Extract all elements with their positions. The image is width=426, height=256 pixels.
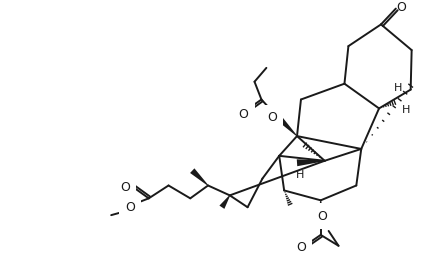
- Text: O: O: [296, 241, 306, 254]
- Polygon shape: [275, 114, 297, 136]
- Text: O: O: [268, 111, 277, 124]
- Text: O: O: [239, 108, 249, 121]
- Text: O: O: [317, 210, 327, 223]
- Text: H: H: [394, 83, 402, 93]
- Text: O: O: [125, 201, 135, 214]
- Text: O: O: [396, 1, 406, 14]
- Text: O: O: [120, 181, 130, 194]
- Text: H: H: [402, 105, 410, 115]
- Polygon shape: [190, 168, 208, 186]
- Polygon shape: [317, 200, 324, 217]
- Text: H: H: [296, 170, 304, 180]
- Polygon shape: [219, 195, 230, 209]
- Polygon shape: [297, 159, 325, 166]
